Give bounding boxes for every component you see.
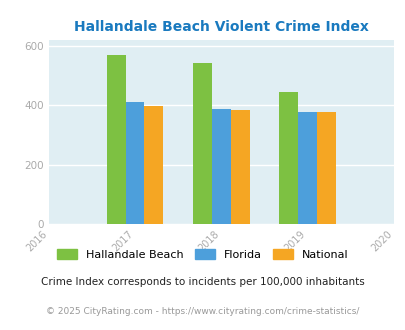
Bar [125, 102, 144, 224]
Bar [211, 109, 230, 224]
Bar [316, 112, 335, 224]
Bar [297, 112, 316, 224]
Bar [278, 92, 297, 224]
Bar [192, 63, 211, 224]
Bar [144, 106, 163, 224]
Legend: Hallandale Beach, Florida, National: Hallandale Beach, Florida, National [53, 245, 352, 264]
Bar [230, 110, 249, 224]
Text: Crime Index corresponds to incidents per 100,000 inhabitants: Crime Index corresponds to incidents per… [41, 277, 364, 287]
Text: © 2025 CityRating.com - https://www.cityrating.com/crime-statistics/: © 2025 CityRating.com - https://www.city… [46, 307, 359, 316]
Bar [106, 55, 125, 224]
Title: Hallandale Beach Violent Crime Index: Hallandale Beach Violent Crime Index [74, 20, 368, 34]
